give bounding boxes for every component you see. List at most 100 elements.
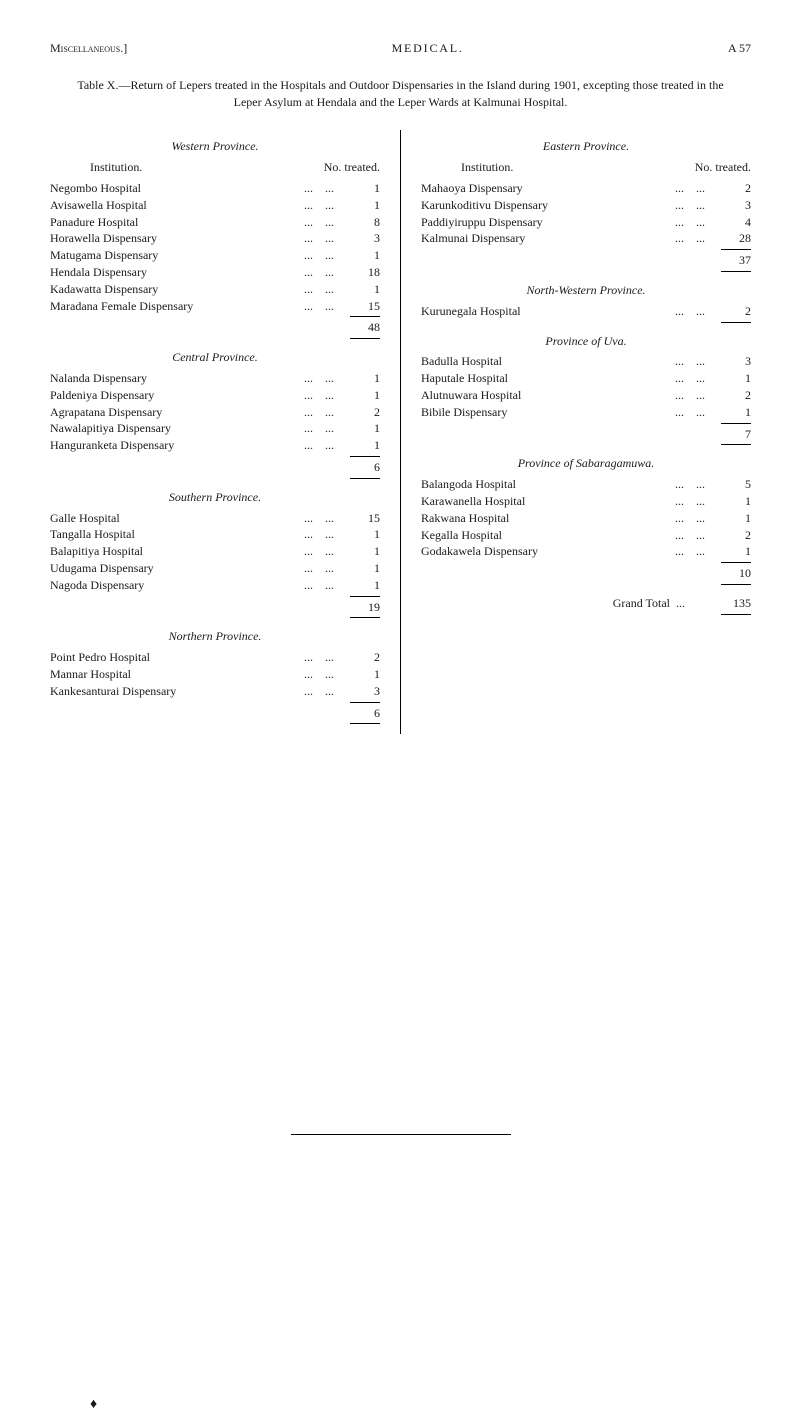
institution-label: Panadure Hospital [50, 214, 298, 231]
province-section-uva: Province of Uva. Badulla Hospital......3… [421, 333, 751, 446]
institution-row: Point Pedro Hospital......2 [50, 649, 380, 666]
institution-label: Balapitiya Hospital [50, 543, 298, 560]
institution-label: Hanguranketa Dispensary [50, 437, 298, 454]
subtotal-value: 6 [50, 459, 380, 476]
institution-row: Mahaoya Dispensary......2 [421, 180, 751, 197]
province-section-eastern: Eastern Province. Institution. No. treat… [421, 138, 751, 272]
leader-dots: ... [690, 370, 711, 387]
leader-dots: ... [298, 180, 319, 197]
leader-dots: ... [319, 577, 340, 594]
institution-row: Maradana Female Dispensary......15 [50, 298, 380, 315]
treated-value: 1 [711, 543, 751, 560]
subtotal-rule-bottom [350, 617, 380, 618]
subtotal-rule [350, 316, 380, 317]
leader-dots: ... [669, 404, 690, 421]
treated-value: 15 [340, 510, 380, 527]
institution-label: Alutnuwara Hospital [421, 387, 669, 404]
leader-dots: ... [669, 303, 690, 320]
treated-value: 1 [340, 420, 380, 437]
leader-dots: ... [669, 387, 690, 404]
institution-row: Rakwana Hospital......1 [421, 510, 751, 527]
treated-value: 1 [711, 493, 751, 510]
leader-dots: ... [319, 247, 340, 264]
leader-dots: ... [690, 404, 711, 421]
leader-dots: ... [690, 493, 711, 510]
treated-value: 1 [340, 197, 380, 214]
leader-dots: ... [319, 560, 340, 577]
treated-value: 2 [711, 303, 751, 320]
leader-dots: ... [669, 353, 690, 370]
header-page-number: A 57 [728, 40, 751, 57]
treated-header: No. treated. [324, 159, 380, 176]
institution-label: Paldeniya Dispensary [50, 387, 298, 404]
leader-dots: ... [298, 281, 319, 298]
institution-row: Horawella Dispensary......3 [50, 230, 380, 247]
header-center: MEDICAL. [392, 40, 464, 57]
institution-row: Kalmunai Dispensary......28 [421, 230, 751, 247]
column-headers: Institution. No. treated. [50, 159, 380, 176]
leader-dots: ... [669, 230, 690, 247]
institution-label: Agrapatana Dispensary [50, 404, 298, 421]
treated-value: 1 [340, 666, 380, 683]
right-column: Eastern Province. Institution. No. treat… [421, 130, 751, 734]
leader-dots: ... [298, 526, 319, 543]
leader-dots: ... [669, 543, 690, 560]
leader-dots: ... [690, 214, 711, 231]
treated-value: 2 [711, 387, 751, 404]
treated-value: 5 [711, 476, 751, 493]
institution-row: Matugama Dispensary......1 [50, 247, 380, 264]
institution-row: Hanguranketa Dispensary......1 [50, 437, 380, 454]
treated-value: 2 [711, 180, 751, 197]
treated-value: 4 [711, 214, 751, 231]
treated-value: 1 [340, 180, 380, 197]
treated-value: 1 [711, 510, 751, 527]
institution-row: Karunkoditivu Dispensary......3 [421, 197, 751, 214]
leader-dots: ... [319, 230, 340, 247]
institution-label: Udugama Dispensary [50, 560, 298, 577]
institution-row: Udugama Dispensary......1 [50, 560, 380, 577]
institution-label: Karawanella Hospital [421, 493, 669, 510]
table-title: Table X.—Return of Lepers treated in the… [50, 77, 751, 111]
province-heading: Western Province. [50, 138, 380, 155]
leader-dots: ... [669, 197, 690, 214]
institution-row: Nalanda Dispensary......1 [50, 370, 380, 387]
subtotal-rule-bottom [350, 723, 380, 724]
institution-row: Kegalla Hospital......2 [421, 527, 751, 544]
leader-dots: ... [690, 510, 711, 527]
subtotal-rule [350, 456, 380, 457]
province-heading: Southern Province. [50, 489, 380, 506]
leader-dots: ... [319, 180, 340, 197]
treated-value: 1 [340, 437, 380, 454]
province-heading: Central Province. [50, 349, 380, 366]
leader-dots: ... [319, 649, 340, 666]
institution-row: Paldeniya Dispensary......1 [50, 387, 380, 404]
leader-dots: ... [298, 404, 319, 421]
institution-row: Nawalapitiya Dispensary......1 [50, 420, 380, 437]
treated-value: 1 [340, 526, 380, 543]
province-heading: Eastern Province. [421, 138, 751, 155]
leader-dots: ... [298, 420, 319, 437]
leader-dots: ... [319, 437, 340, 454]
institution-label: Balangoda Hospital [421, 476, 669, 493]
subtotal-value: 10 [421, 565, 751, 582]
subtotal-rule [721, 562, 751, 563]
dagger-mark: ♦ [90, 1395, 97, 1414]
treated-value: 3 [340, 683, 380, 700]
leader-dots: ... [669, 527, 690, 544]
institution-row: Alutnuwara Hospital......2 [421, 387, 751, 404]
treated-value: 1 [340, 387, 380, 404]
treated-value: 2 [340, 649, 380, 666]
leader-dots: ... [319, 683, 340, 700]
institution-row: Agrapatana Dispensary......2 [50, 404, 380, 421]
institution-label: Kurunegala Hospital [421, 303, 669, 320]
treated-value: 1 [340, 247, 380, 264]
institution-label: Rakwana Hospital [421, 510, 669, 527]
treated-value: 2 [340, 404, 380, 421]
institution-label: Hendala Dispensary [50, 264, 298, 281]
leader-dots: ... [319, 370, 340, 387]
institution-label: Kadawatta Dispensary [50, 281, 298, 298]
treated-value: 3 [711, 353, 751, 370]
subtotal-rule-bottom [721, 584, 751, 585]
leader-dots: ... [319, 510, 340, 527]
leader-dots: ... [669, 214, 690, 231]
